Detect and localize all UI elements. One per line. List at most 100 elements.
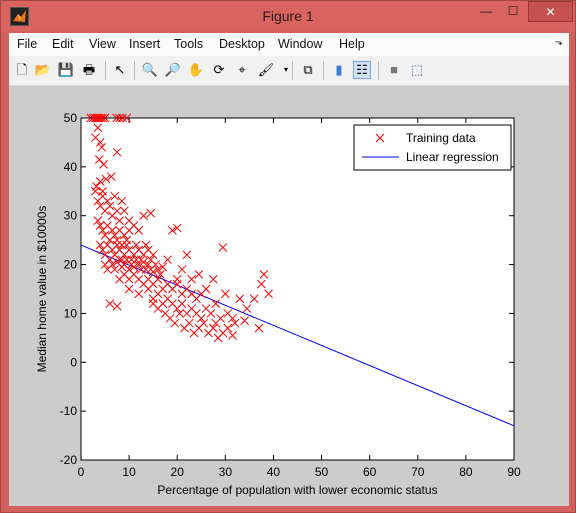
training-data-point xyxy=(158,262,168,272)
training-data-point xyxy=(235,294,245,304)
minimize-button[interactable]: — xyxy=(480,4,492,18)
training-data-point xyxy=(129,262,139,272)
training-data-point xyxy=(153,289,163,299)
dock-arrow-icon[interactable]: ⬎ xyxy=(554,37,563,48)
training-data-point xyxy=(242,304,252,313)
pointer-icon[interactable]: ↖ xyxy=(114,62,126,77)
data-cursor-icon[interactable]: ⌖ xyxy=(238,62,246,77)
training-data-point xyxy=(151,260,160,269)
training-data-point xyxy=(131,255,141,265)
x-tick-label: 60 xyxy=(363,465,377,479)
training-data-point xyxy=(177,265,187,274)
training-data-point xyxy=(107,226,117,235)
training-data-point xyxy=(240,316,249,326)
training-data-point xyxy=(228,331,237,340)
colorbar-icon[interactable]: ▮ xyxy=(335,62,343,77)
training-data-point xyxy=(103,196,112,206)
menu-edit[interactable]: Edit xyxy=(52,37,74,51)
training-data-point xyxy=(259,269,269,279)
hide-plot-tools-icon[interactable]: ■ xyxy=(390,62,398,77)
training-data-point xyxy=(153,265,163,274)
training-data-point xyxy=(95,177,105,186)
training-data-point xyxy=(177,299,187,309)
y-tick-label: -10 xyxy=(60,404,78,418)
legend-icon[interactable]: ☷ xyxy=(353,61,371,79)
training-data-point xyxy=(184,318,194,328)
legend-regression-label: Linear regression xyxy=(406,150,499,164)
pan-icon[interactable]: ✋ xyxy=(187,62,205,77)
training-data-point xyxy=(124,284,134,294)
y-tick-label: -20 xyxy=(60,453,78,467)
menu-insert[interactable]: Insert xyxy=(129,37,161,51)
training-data-point xyxy=(153,304,163,313)
training-data-point xyxy=(144,260,153,269)
link-plot-icon[interactable]: ⧉ xyxy=(303,62,313,77)
print-icon[interactable]: 🖶 xyxy=(82,62,96,77)
training-data-point xyxy=(230,318,240,328)
figure-toolbar: 🗋 📂 💾 🖶 ↖ 🔍 🔎 ✋ ⟳ ⌖ 🖌 ▾ ⧉ ▮ ☷ ■ ⬚ xyxy=(9,56,569,86)
menu-desktop[interactable]: Desktop xyxy=(219,37,265,51)
show-plot-tools-icon[interactable]: ⬚ xyxy=(410,62,424,77)
scatter-chart[interactable]: 0 10 20 30 40 50 60 70 80 90 -20 -10 0 10 20 30 40 50 Perc… xyxy=(9,86,569,506)
training-data-point xyxy=(115,113,124,123)
matlab-app-icon[interactable] xyxy=(10,7,29,26)
legend-box[interactable] xyxy=(353,124,512,171)
training-data-point xyxy=(105,255,115,265)
training-data-point xyxy=(196,313,206,323)
save-icon[interactable]: 💾 xyxy=(57,62,75,77)
maximize-button[interactable]: ☐ xyxy=(507,4,519,18)
training-data-point xyxy=(254,323,264,333)
menu-tools[interactable]: Tools xyxy=(174,37,204,51)
x-tick-label: 80 xyxy=(459,465,473,479)
menu-view[interactable]: View xyxy=(89,37,116,51)
x-axis-label: Percentage of population with lower econ… xyxy=(157,483,437,497)
training-data-point xyxy=(208,323,218,333)
training-data-point xyxy=(156,269,165,279)
training-data-point xyxy=(264,289,273,299)
toolbar-separator xyxy=(378,61,379,80)
training-data-point xyxy=(122,240,132,250)
brush-dropdown-arrow-icon[interactable]: ▾ xyxy=(283,65,288,74)
title-bar[interactable]: Figure 1 — ☐ ✕ xyxy=(1,1,575,31)
y-tick-label: 40 xyxy=(64,160,78,174)
legend-training-marker xyxy=(375,133,385,143)
zoom-out-icon[interactable]: 🔎 xyxy=(164,62,182,77)
menu-window[interactable]: Window xyxy=(278,37,323,51)
y-tick-label: 30 xyxy=(64,209,78,223)
training-data-point xyxy=(199,318,209,328)
training-data-point xyxy=(172,274,182,284)
training-data-point xyxy=(98,113,108,123)
y-tick-label: 10 xyxy=(64,306,78,320)
toolbar-separator xyxy=(292,61,293,80)
new-figure-icon[interactable]: 🗋 xyxy=(16,62,28,77)
x-tick-label: 50 xyxy=(315,465,329,479)
zoom-in-icon[interactable]: 🔍 xyxy=(141,62,159,77)
brush-icon[interactable]: 🖌 xyxy=(257,62,275,77)
training-data-point xyxy=(208,274,218,284)
training-data-point xyxy=(101,174,111,184)
training-data-point xyxy=(91,186,100,196)
training-data-point xyxy=(144,284,153,294)
training-data-point xyxy=(118,113,127,123)
training-data-point xyxy=(153,274,163,284)
training-data-point xyxy=(110,265,120,274)
toolbar-separator xyxy=(323,61,324,80)
menu-file[interactable]: File xyxy=(17,37,38,51)
training-data-point xyxy=(194,269,204,279)
training-data-point xyxy=(223,323,233,333)
training-data-point xyxy=(148,267,158,277)
x-tick-label: 90 xyxy=(507,465,521,479)
menu-help[interactable]: Help xyxy=(339,37,365,51)
open-file-icon[interactable]: 📂 xyxy=(34,62,52,77)
training-data-point xyxy=(218,243,228,252)
training-data-point xyxy=(95,240,105,250)
rotate-3d-icon[interactable]: ⟳ xyxy=(213,62,225,77)
close-button[interactable]: ✕ xyxy=(528,1,573,22)
x-tick-label: 30 xyxy=(219,465,233,479)
training-data-point xyxy=(168,226,177,235)
figure-canvas[interactable]: 0 10 20 30 40 50 60 70 80 90 -20 -10 0 10 20 30 40 50 Perc… xyxy=(9,86,569,506)
window-title: Figure 1 xyxy=(262,8,314,24)
regression-line xyxy=(80,244,515,427)
training-data-point xyxy=(96,113,106,123)
y-tick-label: 0 xyxy=(70,355,77,369)
